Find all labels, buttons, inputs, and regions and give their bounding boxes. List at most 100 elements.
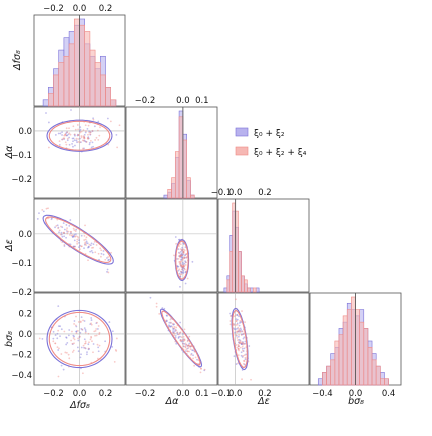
sample-point-dfs8-de-s2 [80, 245, 83, 248]
sample-point-dfs8-bs8-s1 [57, 349, 60, 351]
sample-point-de-bs8-s1 [242, 350, 245, 352]
sample-point-de-bs8-s2 [237, 354, 240, 357]
sample-point-da-bs8-s2 [155, 305, 158, 308]
hist-bar-dfs8-s2 [58, 62, 65, 107]
sample-point-dfs8-bs8-s2 [64, 351, 67, 354]
sample-point-da-de-s1 [181, 266, 184, 269]
sample-point-dfs8-bs8-s1 [59, 335, 61, 338]
sample-point-da-bs8-s2 [180, 339, 183, 342]
sample-point-dfs8-de-s2 [66, 227, 68, 230]
sample-point-da-de-s1 [179, 255, 182, 258]
sample-point-dfs8-da-s2 [65, 143, 68, 146]
sample-point-da-de-s1 [181, 263, 184, 266]
sample-point-da-de-s2 [183, 249, 186, 252]
sample-point-dfs8-da-s2 [77, 141, 80, 143]
sample-point-da-de-s1 [185, 256, 188, 259]
sample-point-dfs8-bs8-s2 [75, 332, 78, 334]
sample-point-da-bs8-s1 [190, 352, 193, 355]
sample-point-dfs8-da-s1 [59, 132, 62, 135]
sample-point-de-bs8-s2 [233, 324, 235, 327]
sample-point-da-de-s1 [183, 257, 186, 259]
sample-point-dfs8-de-s1 [90, 250, 93, 252]
sample-point-dfs8-da-s1 [45, 112, 47, 114]
sample-point-da-de-s2 [180, 264, 182, 267]
tick-label-left-bs8: 0.2 [18, 309, 32, 319]
sample-point-de-bs8-s1 [238, 341, 240, 344]
sample-point-da-bs8-s1 [182, 333, 184, 335]
tick-labels: −0.2 0.0 0.2−0.2 0.0 0.1−0.10.0 0.2−0.2 0.0 0.2… [11, 4, 395, 399]
sample-point-de-bs8-s2 [233, 315, 236, 318]
sample-point-dfs8-de-s1 [54, 226, 56, 229]
sample-point-de-bs8-s2 [239, 341, 242, 344]
sample-point-dfs8-da-s2 [73, 133, 76, 136]
sample-point-de-bs8-s1 [235, 328, 238, 330]
sample-point-dfs8-de-s1 [85, 240, 88, 243]
sample-point-de-bs8-s2 [243, 343, 246, 345]
sample-point-dfs8-da-s1 [61, 131, 63, 134]
sample-point-da-de-s1 [182, 266, 184, 269]
sample-point-dfs8-bs8-s1 [87, 343, 90, 346]
sample-point-dfs8-de-s1 [63, 228, 66, 231]
sample-point-de-bs8-s2 [238, 341, 241, 343]
hist-bar-dfs8-s2 [100, 74, 106, 107]
sample-point-de-bs8-s1 [236, 327, 239, 330]
sample-point-de-bs8-s1 [235, 318, 238, 321]
sample-point-dfs8-da-s2 [107, 143, 110, 146]
sample-point-da-bs8-s2 [182, 345, 185, 348]
sample-point-da-bs8-s1 [181, 342, 184, 345]
sample-point-da-de-s1 [181, 254, 184, 257]
sample-point-de-bs8-s2 [242, 332, 245, 335]
sample-point-dfs8-bs8-s2 [84, 342, 87, 345]
sample-point-da-bs8-s2 [177, 333, 180, 336]
sample-point-dfs8-bs8-s1 [84, 328, 87, 331]
sample-point-da-bs8-s1 [189, 345, 192, 348]
sample-point-de-bs8-s2 [243, 354, 246, 357]
sample-point-dfs8-bs8-s1 [81, 328, 84, 331]
sample-point-dfs8-de-s2 [70, 231, 72, 233]
sample-point-dfs8-bs8-s2 [115, 350, 118, 352]
sample-point-de-bs8-s1 [236, 314, 239, 317]
sample-point-dfs8-bs8-s1 [97, 346, 100, 349]
sample-point-de-bs8-s2 [230, 315, 232, 317]
sample-point-dfs8-da-s1 [67, 133, 70, 136]
sample-point-dfs8-da-s1 [58, 144, 61, 146]
sample-point-dfs8-de-s1 [74, 245, 76, 248]
sample-point-dfs8-de-s1 [70, 232, 72, 235]
sample-point-da-de-s2 [182, 265, 184, 268]
sample-point-dfs8-de-s1 [79, 244, 81, 247]
hist-bar-bs8-s2 [330, 359, 336, 386]
legend-swatch-series-1 [235, 127, 249, 137]
hist-bar-bs8-s2 [342, 315, 348, 386]
sample-point-da-de-s2 [183, 267, 186, 270]
sample-point-de-bs8-s1 [237, 345, 240, 348]
sample-point-dfs8-de-s1 [71, 235, 74, 238]
tick-label-top-da: 0.0 [176, 96, 190, 106]
hist-bar-dfs8-s2 [79, 24, 85, 107]
sample-point-da-bs8-s1 [174, 330, 176, 333]
sample-point-de-bs8-s1 [238, 315, 240, 318]
sample-point-dfs8-bs8-s1 [52, 330, 55, 333]
sample-point-dfs8-bs8-s2 [94, 334, 96, 337]
sample-point-dfs8-bs8-s2 [56, 346, 59, 349]
panel-frame [125, 198, 218, 293]
sample-point-da-de-s2 [182, 251, 185, 253]
sample-point-dfs8-da-s2 [89, 131, 92, 134]
sample-point-dfs8-da-s2 [116, 146, 119, 149]
sample-point-de-bs8-s2 [238, 328, 241, 330]
sample-point-dfs8-bs8-s1 [77, 339, 80, 342]
sample-point-da-bs8-s2 [199, 371, 202, 374]
sample-point-dfs8-de-s1 [92, 243, 95, 246]
sample-point-dfs8-da-s2 [91, 129, 94, 132]
sample-point-dfs8-da-s2 [94, 139, 97, 141]
sample-point-da-bs8-s2 [175, 326, 178, 329]
sample-point-da-bs8-s2 [186, 350, 189, 353]
sample-point-da-de-s1 [179, 285, 181, 288]
sample-point-dfs8-bs8-s1 [56, 337, 59, 340]
tick-label-top-da: −0.2 [135, 96, 156, 106]
sample-point-da-de-s2 [180, 265, 183, 268]
sample-point-dfs8-bs8-s1 [80, 327, 83, 330]
sample-point-dfs8-de-s2 [85, 236, 88, 239]
sample-point-dfs8-da-s1 [73, 139, 76, 142]
sample-point-da-de-s2 [178, 263, 181, 265]
sample-point-dfs8-de-s1 [57, 226, 60, 229]
